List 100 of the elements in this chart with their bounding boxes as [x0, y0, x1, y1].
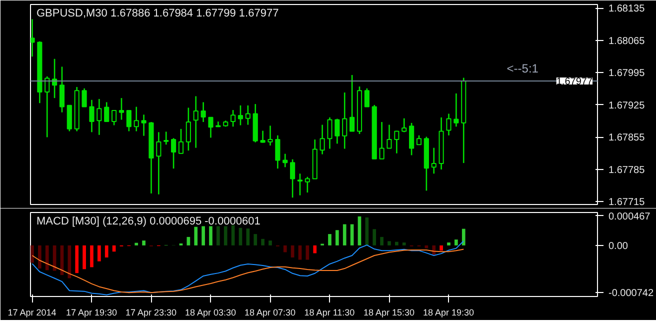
candlestick [334, 118, 340, 144]
candlestick [82, 88, 87, 108]
candlestick [282, 153, 288, 168]
bar [402, 242, 406, 246]
bar [186, 236, 190, 246]
bar [209, 226, 212, 246]
y-tick-label: 1.67995 [608, 68, 646, 80]
bar [388, 241, 391, 246]
x-tick-label: 18 Apr 15:30 [363, 308, 415, 318]
candlestick [230, 109, 236, 128]
chart-title: GBPUSD,M30 1.67886 1.67984 1.67799 1.67977 [36, 8, 279, 20]
candlestick [297, 172, 303, 196]
bar [38, 245, 42, 269]
candlestick [268, 125, 273, 146]
chart-title: MACD [M30] (12,26,9) 0.0000695 -0.0000601 [36, 216, 260, 228]
candlestick [290, 158, 296, 198]
candlestick [112, 110, 117, 126]
bar [380, 236, 384, 246]
bar [134, 242, 138, 246]
candlestick [193, 96, 198, 148]
bar [462, 228, 466, 246]
candlestick [416, 134, 422, 146]
ref-line-label: 1.67977 [556, 76, 593, 88]
bar [283, 245, 287, 252]
candlestick [260, 130, 266, 144]
candlestick [275, 134, 280, 170]
bar [98, 245, 101, 262]
x-tick-label: 18 Apr 03:30 [184, 308, 236, 318]
candlestick [386, 124, 392, 149]
y-tick-label: 1.68065 [608, 36, 646, 47]
bar [350, 224, 354, 246]
y-tick-label: 0.000467 [608, 211, 651, 222]
candlestick [89, 99, 94, 133]
candlestick [126, 109, 132, 132]
candlestick [30, 18, 35, 58]
bar [454, 240, 458, 246]
candlestick [164, 131, 169, 146]
y-tick-label: 0.00 [608, 240, 628, 252]
bar [45, 245, 49, 270]
bar [336, 230, 339, 246]
line-series [32, 240, 464, 296]
candlestick [394, 130, 400, 154]
annotation: <--5:1 [506, 62, 539, 76]
line-series [32, 248, 464, 294]
candlestick [118, 97, 124, 120]
y-tick-label: 1.67925 [608, 100, 646, 112]
candlestick [327, 116, 332, 150]
candlestick [200, 102, 206, 123]
bar [440, 245, 443, 251]
candlestick [402, 118, 407, 133]
bar [342, 224, 346, 246]
candlestick [66, 104, 72, 132]
candlestick [178, 128, 184, 154]
candlestick [171, 137, 176, 170]
candlestick [104, 102, 110, 122]
candlestick [238, 104, 244, 126]
candlestick [96, 98, 102, 136]
bar [90, 245, 94, 268]
bar [75, 245, 79, 274]
y-tick-label: 1.68135 [608, 4, 646, 15]
candlestick [59, 66, 65, 113]
candlestick [156, 132, 162, 196]
bar [82, 245, 86, 270]
bar [224, 226, 228, 246]
bar [261, 238, 264, 246]
x-tick-label: 18 Apr 07:30 [244, 308, 296, 318]
bar [246, 228, 250, 246]
candlestick [454, 92, 459, 128]
candlestick [342, 92, 348, 150]
bar [104, 245, 108, 258]
bar [395, 242, 398, 246]
y-tick-label: -0.000742 [608, 288, 654, 299]
x-tick-label: 17 Apr 2014 [8, 308, 56, 318]
x-tick-label: 18 Apr 19:30 [422, 308, 474, 318]
bar [254, 234, 258, 246]
candlestick [409, 122, 414, 156]
x-tick-label: 17 Apr 19:30 [66, 308, 118, 318]
candlestick [350, 74, 355, 132]
candlestick [304, 176, 310, 194]
y-tick-label: 1.67785 [608, 164, 646, 176]
bar [447, 242, 450, 246]
bar [358, 216, 362, 246]
bar [202, 226, 205, 246]
bar [313, 245, 317, 254]
bar [142, 240, 146, 246]
bar [30, 245, 34, 263]
y-tick-label: 1.67715 [608, 197, 646, 208]
candlestick [186, 107, 191, 152]
bar [328, 234, 332, 246]
candlestick [379, 121, 384, 160]
candlestick [431, 147, 436, 174]
y-tick-label: 1.67855 [608, 132, 646, 144]
candlestick [364, 88, 370, 108]
bar [194, 226, 198, 246]
candlestick [446, 113, 452, 136]
candlestick [141, 114, 146, 136]
bar [268, 240, 272, 246]
bar [424, 245, 428, 248]
candlestick [245, 104, 250, 126]
candlestick [134, 106, 139, 132]
